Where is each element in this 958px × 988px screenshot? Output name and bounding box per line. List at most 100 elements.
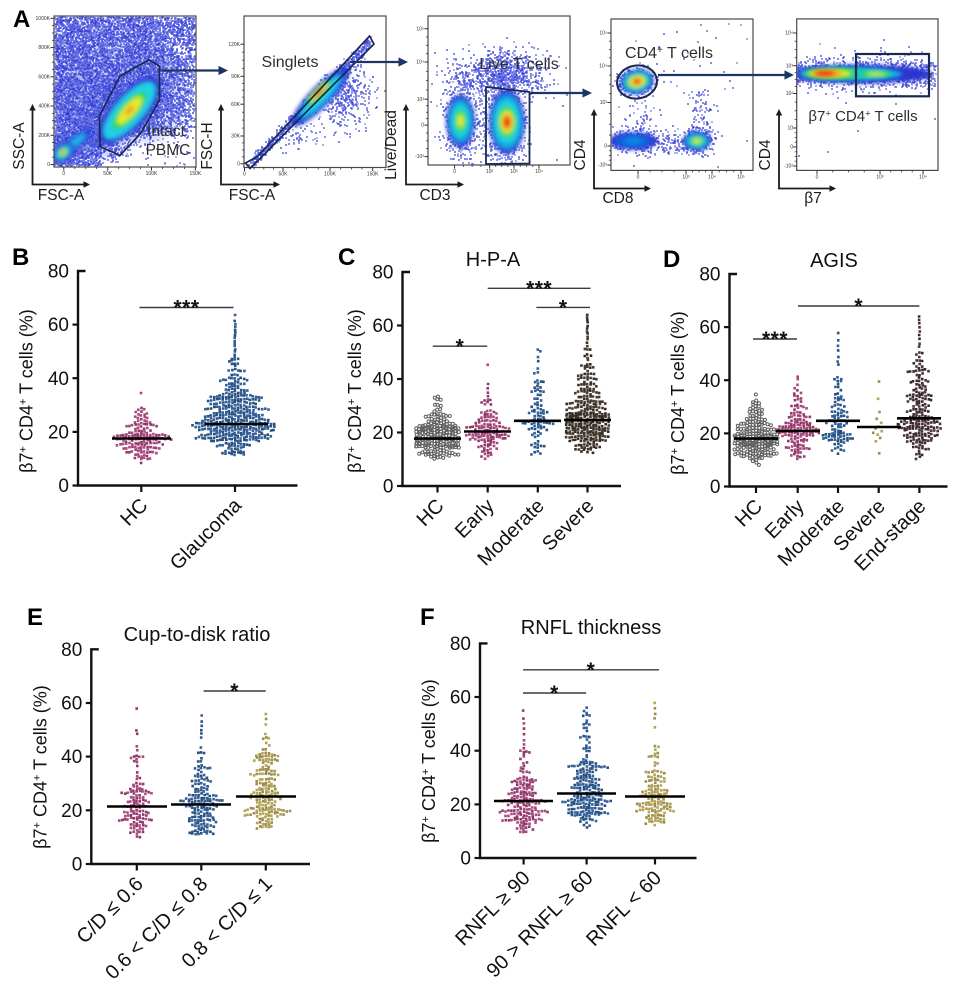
svg-text:FSC-H: FSC-H <box>199 122 216 169</box>
svg-text:D: D <box>663 246 680 273</box>
svg-text:10³: 10³ <box>682 174 690 180</box>
svg-text:40: 40 <box>450 741 471 762</box>
svg-text:***: *** <box>526 278 552 301</box>
svg-text:***: *** <box>762 328 788 351</box>
svg-text:30K: 30K <box>231 134 241 140</box>
svg-text:A: A <box>13 6 30 33</box>
svg-text:0: 0 <box>72 855 83 876</box>
svg-text:*: * <box>854 295 863 318</box>
svg-text:0: 0 <box>237 161 240 167</box>
svg-text:20: 20 <box>48 422 69 443</box>
svg-text:10⁵: 10⁵ <box>737 174 745 180</box>
svg-text:β7+ CD4+ T cells (%): β7+ CD4+ T cells (%) <box>668 311 688 475</box>
svg-text:β7+ CD4+ T cells: β7+ CD4+ T cells <box>808 108 917 125</box>
svg-text:β7+ CD4+ T cells (%): β7+ CD4+ T cells (%) <box>17 309 37 473</box>
svg-text:800K: 800K <box>38 45 50 51</box>
svg-text:60: 60 <box>699 318 720 339</box>
svg-text:0: 0 <box>47 162 50 168</box>
svg-text:60: 60 <box>61 694 82 715</box>
svg-text:Live T cells: Live T cells <box>479 56 558 73</box>
svg-text:Singlets: Singlets <box>262 54 319 71</box>
svg-text:600K: 600K <box>38 74 50 80</box>
svg-text:20: 20 <box>699 424 720 445</box>
svg-text:0: 0 <box>453 169 456 175</box>
svg-text:120K: 120K <box>228 42 240 48</box>
svg-text:50K: 50K <box>279 172 289 178</box>
svg-text:50K: 50K <box>103 171 113 177</box>
svg-text:*: * <box>559 297 568 320</box>
svg-text:C: C <box>338 244 355 271</box>
svg-text:40: 40 <box>699 371 720 392</box>
svg-text:RNFL thickness: RNFL thickness <box>521 617 661 639</box>
svg-text:-10³: -10³ <box>415 154 424 160</box>
svg-text:*: * <box>456 335 465 358</box>
svg-text:***: *** <box>173 297 199 320</box>
svg-text:10⁴: 10⁴ <box>785 31 793 37</box>
svg-text:60: 60 <box>48 315 69 336</box>
svg-text:0: 0 <box>637 174 640 180</box>
svg-text:10⁵: 10⁵ <box>416 26 424 32</box>
svg-text:0: 0 <box>62 171 65 177</box>
svg-text:90K: 90K <box>231 74 241 80</box>
svg-text:80: 80 <box>450 634 471 655</box>
svg-text:60: 60 <box>450 688 471 709</box>
svg-text:40: 40 <box>372 370 393 391</box>
svg-text:CD3: CD3 <box>419 187 450 204</box>
svg-text:10⁴: 10⁴ <box>708 174 716 180</box>
svg-text:150K: 150K <box>190 171 202 177</box>
svg-text:0: 0 <box>383 477 394 498</box>
svg-text:10³: 10³ <box>510 169 518 175</box>
svg-text:0: 0 <box>421 123 424 129</box>
svg-text:H-P-A: H-P-A <box>466 249 521 271</box>
svg-text:Intact: Intact <box>147 123 186 140</box>
svg-text:40: 40 <box>48 369 69 390</box>
svg-text:FSC-A: FSC-A <box>38 187 85 204</box>
svg-text:-10²: -10² <box>784 164 793 170</box>
svg-text:10⁴: 10⁴ <box>416 60 424 66</box>
svg-text:60: 60 <box>372 316 393 337</box>
svg-text:40: 40 <box>61 747 82 768</box>
svg-text:80: 80 <box>48 262 69 283</box>
svg-text:Live/Dead: Live/Dead <box>383 110 400 180</box>
svg-text:B: B <box>12 244 29 271</box>
svg-text:10⁴: 10⁴ <box>535 169 543 175</box>
svg-text:0: 0 <box>604 144 607 150</box>
svg-text:0: 0 <box>710 477 721 498</box>
svg-text:10²: 10² <box>786 91 794 97</box>
svg-text:80: 80 <box>372 263 393 284</box>
svg-text:400K: 400K <box>38 104 50 110</box>
svg-text:-10³: -10³ <box>598 163 607 169</box>
svg-text:10²: 10² <box>486 169 494 175</box>
svg-text:20: 20 <box>450 795 471 816</box>
svg-text:CD4: CD4 <box>757 139 774 170</box>
svg-text:10³: 10³ <box>876 174 884 180</box>
svg-text:E: E <box>27 604 43 631</box>
svg-text:100K: 100K <box>146 171 158 177</box>
svg-text:0: 0 <box>58 476 69 497</box>
svg-text:CD4+ T cells: CD4+ T cells <box>625 45 713 62</box>
svg-text:100K: 100K <box>324 172 336 178</box>
svg-text:0: 0 <box>816 174 819 180</box>
svg-text:β7+ CD4+ T cells (%): β7+ CD4+ T cells (%) <box>419 679 439 843</box>
svg-text:80: 80 <box>61 640 82 661</box>
svg-text:CD4: CD4 <box>572 139 589 170</box>
svg-text:F: F <box>420 604 435 631</box>
svg-text:AGIS: AGIS <box>810 250 858 272</box>
svg-text:β7+ CD4+ T cells (%): β7+ CD4+ T cells (%) <box>31 685 51 849</box>
svg-text:80: 80 <box>699 265 720 286</box>
svg-text:10⁴: 10⁴ <box>599 64 607 70</box>
svg-text:10: 10 <box>787 126 793 132</box>
svg-text:10⁴: 10⁴ <box>919 174 927 180</box>
svg-text:β7+ CD4+ T cells (%): β7+ CD4+ T cells (%) <box>345 309 365 473</box>
svg-text:20: 20 <box>61 801 82 822</box>
svg-text:10³: 10³ <box>417 97 425 103</box>
svg-text:PBMC: PBMC <box>146 142 191 159</box>
svg-text:60K: 60K <box>231 102 241 108</box>
svg-text:10³: 10³ <box>600 100 608 106</box>
svg-text:200K: 200K <box>38 133 50 139</box>
svg-text:0: 0 <box>243 172 246 178</box>
svg-text:β7: β7 <box>804 190 822 207</box>
svg-text:Cup-to-disk ratio: Cup-to-disk ratio <box>124 624 271 646</box>
svg-text:SSC-A: SSC-A <box>11 122 28 170</box>
svg-text:*: * <box>587 659 596 682</box>
